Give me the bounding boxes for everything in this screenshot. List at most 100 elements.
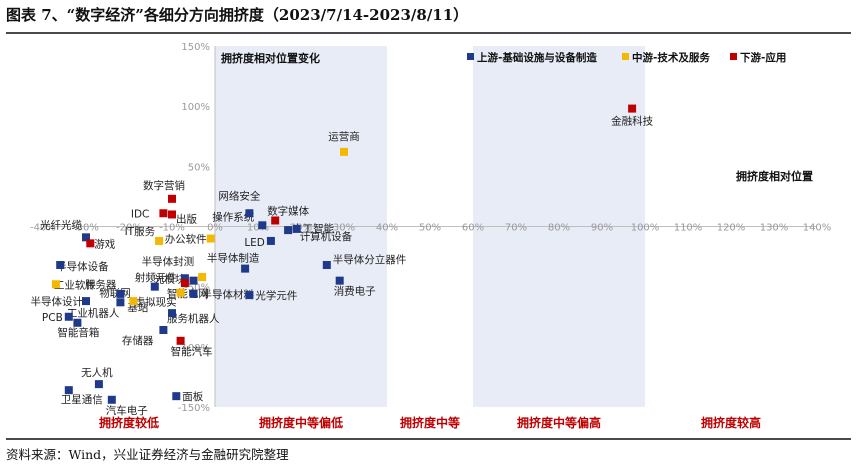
data-point-label: 光模块 — [154, 273, 186, 286]
data-point — [241, 264, 250, 273]
data-point-label: 数字营销 — [143, 179, 185, 192]
data-point — [206, 234, 215, 243]
x-tick-label: 70% — [505, 223, 527, 234]
y-tick-label: -50% — [184, 283, 210, 294]
data-point — [245, 209, 254, 218]
x-tick-label: 30% — [333, 223, 355, 234]
x-tick-label: 80% — [548, 223, 570, 234]
data-point — [271, 216, 280, 225]
data-point-label: 半导体设计 — [31, 295, 84, 308]
data-point — [94, 380, 103, 389]
data-point — [335, 276, 344, 285]
data-point-label: 光学元件 — [255, 289, 297, 302]
x-tick-label: 40% — [376, 223, 398, 234]
data-point — [180, 279, 189, 288]
y-tick-label: 150% — [181, 42, 210, 53]
data-point — [628, 104, 637, 113]
data-point-label: 服务器 — [85, 278, 117, 291]
data-point — [172, 392, 181, 401]
data-point — [340, 147, 348, 156]
x-tick-label: 140% — [803, 223, 832, 234]
data-point-label: 半导体材料 — [202, 288, 255, 301]
data-point-label: IT服务 — [125, 225, 156, 238]
x-tick-label: 100% — [631, 223, 660, 234]
x-tick-label: 130% — [760, 223, 789, 234]
data-point — [116, 289, 125, 298]
data-point-label: 智能电网 — [167, 287, 209, 300]
x-tick-label: 10% — [247, 223, 269, 234]
data-point — [51, 280, 60, 289]
data-point — [86, 239, 95, 248]
data-point-label: 服务机器人 — [167, 312, 220, 325]
data-point-label: 消费电子 — [334, 285, 376, 298]
data-point — [150, 282, 159, 291]
data-point — [116, 298, 125, 307]
data-point-label: 无人机 — [81, 366, 113, 379]
x-tick-label: -30% — [73, 223, 99, 234]
top-rule — [6, 32, 851, 34]
data-point — [258, 221, 267, 230]
data-point-label: 卫星通信 — [61, 394, 103, 406]
data-point — [168, 210, 176, 219]
data-point — [189, 276, 198, 285]
legend-swatch — [467, 53, 474, 60]
x-tick-label: 120% — [717, 223, 746, 234]
region-label-2: 拥挤度中等 — [400, 415, 460, 430]
figure-title: 图表 7、“数字经济”各细分方向拥挤度（2023/7/14-2023/8/11） — [6, 6, 469, 24]
x-tick-label: 0% — [207, 223, 223, 234]
data-point-label: 游戏 — [94, 237, 115, 250]
x-tick-label: -20% — [116, 223, 142, 234]
data-point-label: 智能音箱 — [57, 326, 99, 339]
data-point — [322, 261, 331, 270]
data-point — [64, 386, 73, 395]
y-tick-label: 50% — [188, 162, 210, 173]
data-point — [180, 274, 189, 283]
region-label-4: 拥挤度较高 — [701, 415, 761, 430]
y-axis-annotation: 拥挤度相对位置变化 — [221, 51, 320, 65]
legend-swatch — [622, 53, 629, 60]
region-label-0: 拥挤度较低 — [99, 415, 159, 430]
data-point — [82, 297, 90, 306]
data-point — [107, 395, 116, 404]
data-point — [176, 288, 185, 297]
x-tick-label: 60% — [462, 223, 484, 234]
data-point — [198, 273, 207, 282]
data-point-label: 存储器 — [122, 334, 154, 347]
data-point — [159, 325, 168, 334]
legend-label: 上游-基础设施与设备制造 — [477, 51, 597, 64]
data-point-label: 面板 — [182, 390, 203, 403]
data-point — [292, 224, 301, 233]
data-point-label: 半导体分立器件 — [333, 253, 407, 266]
legend-label: 中游-技术及服务 — [632, 51, 710, 64]
data-point-label: 人工智能 — [292, 222, 334, 235]
source-note: 资料来源：Wind，兴业证券经济与金融研究院整理 — [6, 447, 289, 462]
y-tick-label: 100% — [181, 102, 210, 113]
data-points — [51, 104, 637, 404]
data-point — [189, 289, 198, 298]
region-label-1: 拥挤度中等偏低 — [259, 415, 343, 430]
data-point-label: 射频元件 — [135, 271, 177, 284]
data-point — [155, 236, 164, 245]
data-point — [56, 261, 65, 270]
data-point-label: 办公软件 — [165, 233, 207, 246]
legend-label: 下游-应用 — [740, 51, 786, 64]
data-point — [266, 236, 275, 245]
data-point-label: 网络安全 — [218, 189, 260, 202]
data-point-label: 半导体设备 — [56, 260, 109, 273]
data-point-label: 计算机设备 — [300, 230, 353, 243]
x-tick-label: 50% — [419, 223, 441, 234]
data-point-label: 虚拟现实 — [135, 296, 177, 309]
axes: -40% -30% -20% -10% 0% 10% 20% 30% 40% 50% 60% 70% 8… — [30, 42, 831, 414]
data-point — [159, 209, 168, 218]
data-point-label: 半导体封测 — [142, 255, 195, 268]
data-point — [129, 297, 138, 306]
data-point — [168, 309, 176, 318]
data-point-label: 汽车电子 — [106, 404, 148, 417]
data-point-label: 半导体制造 — [207, 252, 260, 265]
x-axis-annotation: 拥挤度相对位置 — [736, 169, 813, 183]
data-point-label: 运营商 — [328, 130, 360, 143]
data-point-label: 物联网 — [99, 287, 131, 300]
data-point-label: 出版 — [176, 212, 197, 225]
